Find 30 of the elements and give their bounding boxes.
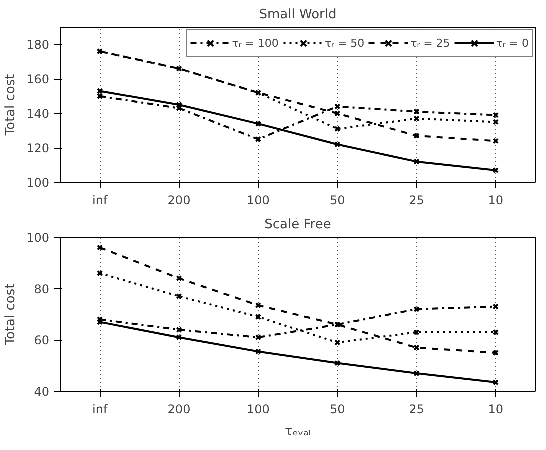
y-tick-label: 140 bbox=[26, 107, 50, 122]
y-tick-label: 80 bbox=[34, 282, 50, 296]
legend-label: τᵣ = 50 bbox=[324, 36, 365, 50]
x-tick-label: 100 bbox=[246, 194, 270, 208]
legend-label: τᵣ = 25 bbox=[410, 36, 450, 50]
x-tick-label: 50 bbox=[330, 194, 346, 208]
y-tick-label: 180 bbox=[26, 38, 50, 52]
x-tick-label: 10 bbox=[488, 402, 504, 416]
x-tick-label: 25 bbox=[409, 402, 424, 416]
y-tick-label: 160 bbox=[26, 72, 50, 87]
y-tick-label: 60 bbox=[34, 334, 50, 348]
x-tick-label: inf bbox=[92, 402, 108, 416]
x-tick-label: 25 bbox=[409, 194, 424, 208]
chart-title: Small World bbox=[259, 8, 337, 22]
x-tick-label: 200 bbox=[168, 194, 191, 208]
y-tick-label: 100 bbox=[26, 176, 50, 190]
chart-title: Scale Free bbox=[264, 218, 332, 232]
x-tick-label: inf bbox=[92, 194, 108, 208]
x-tick-label: 50 bbox=[330, 402, 346, 416]
y-tick-label: 100 bbox=[26, 231, 50, 245]
y-axis-title: Total cost bbox=[4, 74, 19, 137]
x-tick-label: 10 bbox=[488, 194, 504, 208]
y-tick-label: 120 bbox=[26, 142, 50, 156]
legend-label: τᵣ = 0 bbox=[496, 36, 529, 50]
y-tick-label: 40 bbox=[34, 385, 50, 399]
x-tick-label: 200 bbox=[168, 402, 191, 416]
x-tick-label: 100 bbox=[246, 402, 270, 416]
legend-label: τᵣ = 100 bbox=[232, 36, 279, 50]
y-axis-title: Total cost bbox=[4, 284, 19, 346]
x-axis-title: τₑᵥₐₗ bbox=[285, 424, 311, 440]
